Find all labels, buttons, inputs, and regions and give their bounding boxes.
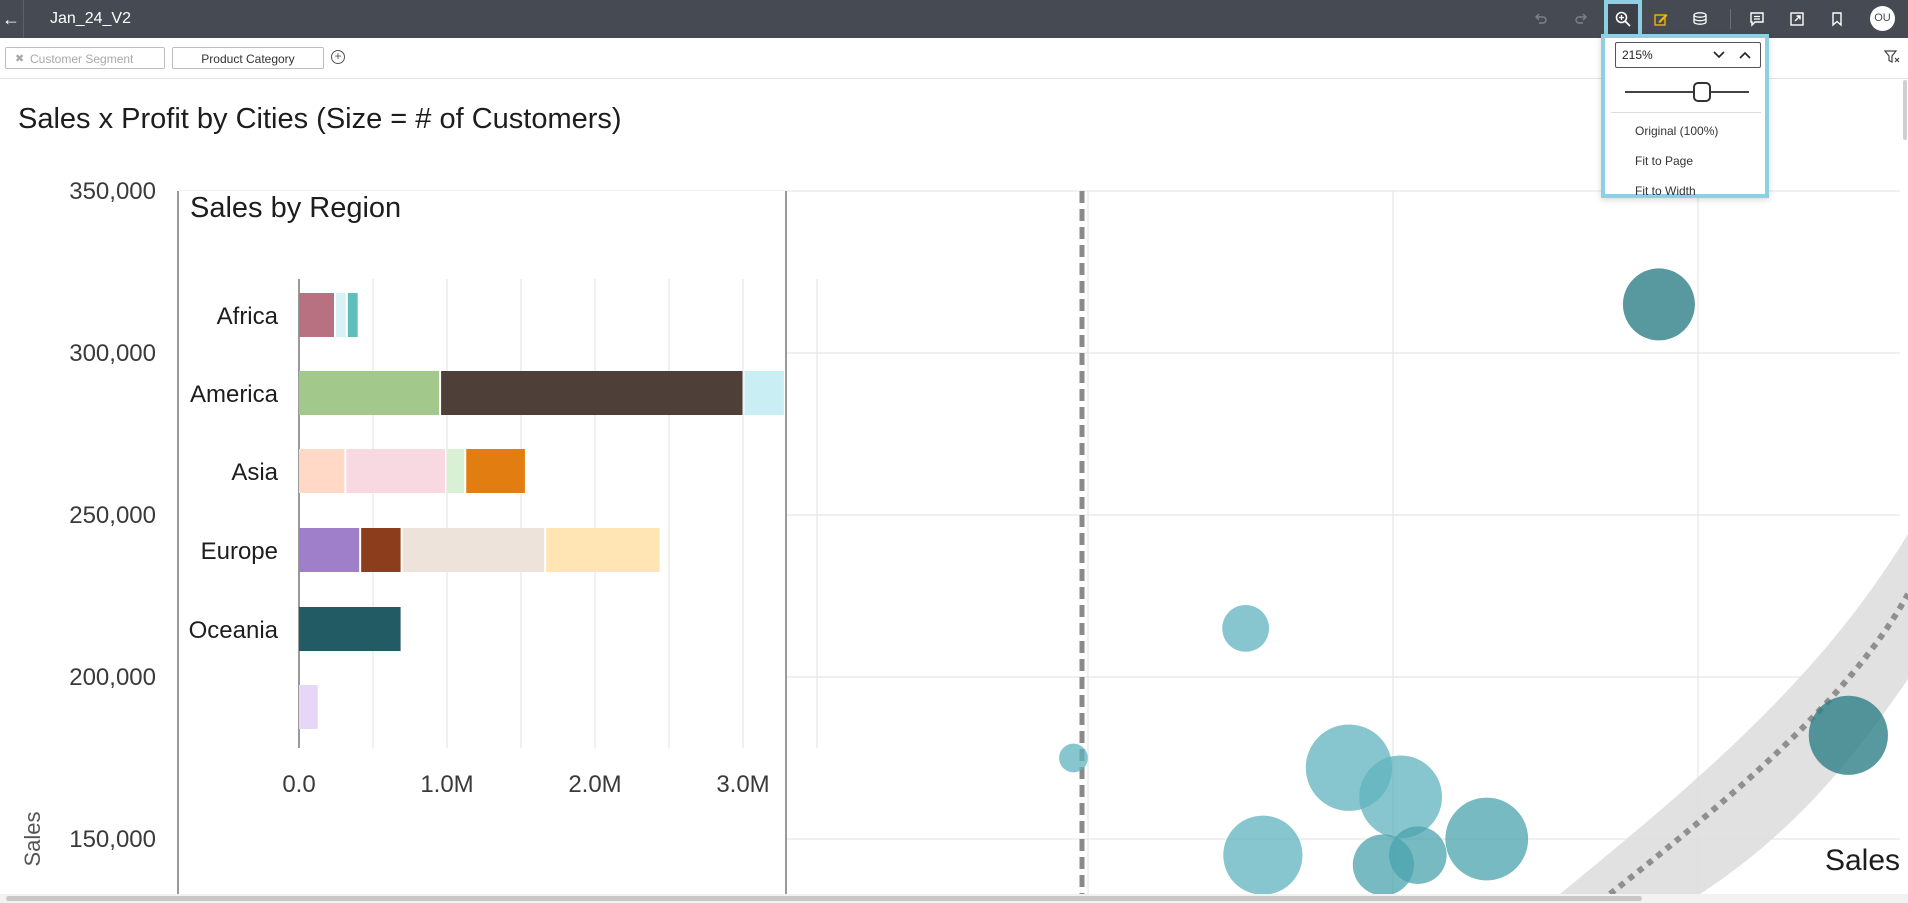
bar-segment — [336, 293, 346, 337]
vertical-scrollbar-thumb[interactable] — [1903, 80, 1907, 140]
chart-title: Sales x Profit by Cities (Size = # of Cu… — [18, 103, 622, 135]
comment-icon[interactable] — [1742, 4, 1772, 34]
zoom-slider[interactable] — [1625, 82, 1749, 102]
horizontal-scrollbar[interactable] — [0, 894, 1908, 903]
y-tick-label: 300,000 — [69, 340, 156, 367]
x-tick-label: 3.0M — [716, 771, 769, 798]
bar-segment — [299, 607, 401, 651]
zoom-level-select[interactable]: 215% — [1615, 42, 1761, 68]
toolbar-divider — [23, 0, 24, 38]
undo-icon[interactable] — [1526, 4, 1556, 34]
avatar[interactable]: OU — [1870, 6, 1895, 31]
category-label: Africa — [217, 303, 279, 330]
trend-line — [1608, 592, 1908, 894]
bar-segment — [466, 449, 525, 493]
corner-label: Sales — [1825, 844, 1900, 877]
bar-segment — [299, 371, 440, 415]
export-icon[interactable] — [1782, 4, 1812, 34]
bar-segment — [546, 528, 660, 572]
bar-chart-title: Sales by Region — [190, 192, 401, 224]
pin-icon: ✖ — [15, 53, 25, 65]
category-label: Oceania — [189, 617, 279, 644]
bubble — [1359, 755, 1443, 839]
chevron-up-icon[interactable] — [1738, 43, 1752, 67]
zoom-icon[interactable] — [1604, 0, 1642, 38]
canvas-area: 350,000 300,000 250,000 200,000 150,000 Sales… — [0, 79, 1908, 894]
divider — [1611, 112, 1761, 113]
filter-product-category[interactable]: Product Category — [172, 47, 324, 69]
category-label: Asia — [231, 459, 278, 486]
bubble — [1808, 695, 1888, 775]
bar-segment — [744, 371, 784, 415]
filter-clear-icon[interactable] — [1883, 50, 1900, 69]
zoom-option-original[interactable]: Original (100%) — [1635, 124, 1719, 138]
category-label: Europe — [201, 538, 278, 565]
bar-segment — [402, 528, 545, 572]
scatter-chart[interactable]: 350,000 300,000 250,000 200,000 150,000 Sales… — [0, 79, 1908, 894]
bar-segment — [299, 293, 334, 337]
bar-segment — [361, 528, 401, 572]
y-tick-label: 250,000 — [69, 502, 156, 529]
top-toolbar: ← Jan_24_V2 OU — [0, 0, 1908, 38]
x-tick-label: 2.0M — [568, 771, 621, 798]
zoom-popup: 215% Original (100%) Fit to Page Fit to … — [1601, 34, 1769, 198]
bubble — [1445, 797, 1529, 881]
edit-icon[interactable] — [1646, 4, 1676, 34]
chevron-down-icon[interactable] — [1712, 43, 1726, 67]
y-tick-label: 150,000 — [69, 826, 156, 853]
category-label: America — [190, 381, 279, 408]
bubble — [1059, 743, 1088, 773]
bar-segment — [299, 449, 345, 493]
zoom-slider-knob[interactable] — [1692, 82, 1711, 102]
toolbar-divider — [1730, 9, 1731, 29]
x-tick-label: 0.0 — [282, 771, 315, 798]
back-arrow-icon[interactable]: ← — [2, 9, 20, 29]
filter-customer-segment[interactable]: ✖ Customer Segment — [5, 47, 165, 69]
y-tick-label: 200,000 — [69, 664, 156, 691]
data-icon[interactable] — [1686, 4, 1716, 34]
bubble — [1222, 605, 1270, 652]
zoom-value: 215% — [1622, 48, 1653, 62]
workbook-title: Jan_24_V2 — [50, 10, 131, 27]
redo-icon[interactable] — [1566, 4, 1596, 34]
zoom-option-fit-width[interactable]: Fit to Width — [1635, 184, 1696, 198]
x-tick-label: 1.0M — [420, 771, 473, 798]
filter-bar: ✖ Customer Segment Product Category + — [0, 38, 1908, 79]
bar-segment — [299, 685, 318, 729]
add-circle-icon[interactable]: + — [331, 50, 345, 64]
bar-segment — [347, 293, 358, 337]
bar-segment — [441, 371, 743, 415]
bar-segment — [447, 449, 465, 493]
bookmark-icon[interactable] — [1822, 4, 1852, 34]
zoom-option-fit-page[interactable]: Fit to Page — [1635, 154, 1694, 168]
bar-segment — [299, 528, 360, 572]
y-axis-title: Sales — [20, 811, 45, 866]
filter-label: Product Category — [201, 52, 295, 66]
scrollbar-thumb[interactable] — [6, 896, 1642, 901]
bar-segment — [346, 449, 445, 493]
bubble — [1223, 815, 1303, 894]
filter-label: Customer Segment — [30, 52, 134, 66]
bubble — [1622, 268, 1695, 341]
bubble — [1352, 834, 1414, 894]
y-tick-label: 350,000 — [69, 178, 156, 205]
